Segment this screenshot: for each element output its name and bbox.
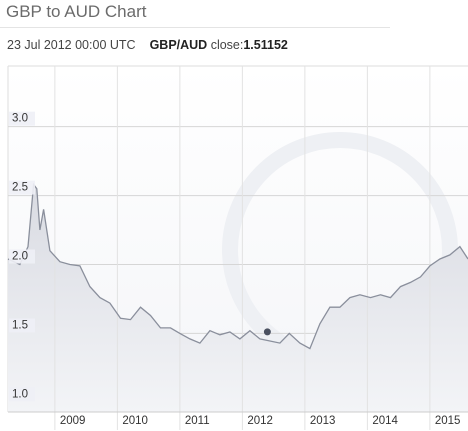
x-tick-label: 2015 [435, 415, 461, 427]
y-tick-box [9, 111, 35, 126]
x-tick-label: 2012 [247, 415, 273, 427]
y-tick-label: 2.5 [12, 182, 28, 194]
chart-title: GBP to AUD Chart [6, 2, 147, 21]
y-tick-box [9, 249, 35, 264]
y-tick-box [9, 180, 35, 195]
close-value: 1.51152 [243, 38, 288, 52]
y-tick-label: 3.0 [12, 113, 28, 125]
y-tick-box [9, 318, 35, 333]
divider [0, 27, 390, 28]
x-tick-label: 2013 [310, 415, 336, 427]
y-tick-label: 1.5 [12, 319, 28, 331]
x-tick-label: 2010 [122, 415, 148, 427]
marker [263, 328, 271, 336]
area [8, 184, 468, 412]
x-tick-label: 2011 [185, 415, 210, 427]
x-tick-label: 2009 [60, 415, 86, 427]
datetime: 23 Jul 2012 00:00 UTC [7, 38, 136, 52]
pair: GBP/AUD [149, 38, 208, 52]
y-tick-label: 1.0 [12, 388, 28, 400]
line [7, 182, 468, 350]
close-label: close: [210, 38, 244, 52]
subtitle: 23 Jul 2012 00:00 UTC GBP/AUD close:1.511… [7, 38, 288, 52]
x-tick-label: 2014 [372, 415, 398, 427]
y-tick-box [9, 387, 35, 402]
y-tick-label: 2.0 [12, 251, 28, 263]
